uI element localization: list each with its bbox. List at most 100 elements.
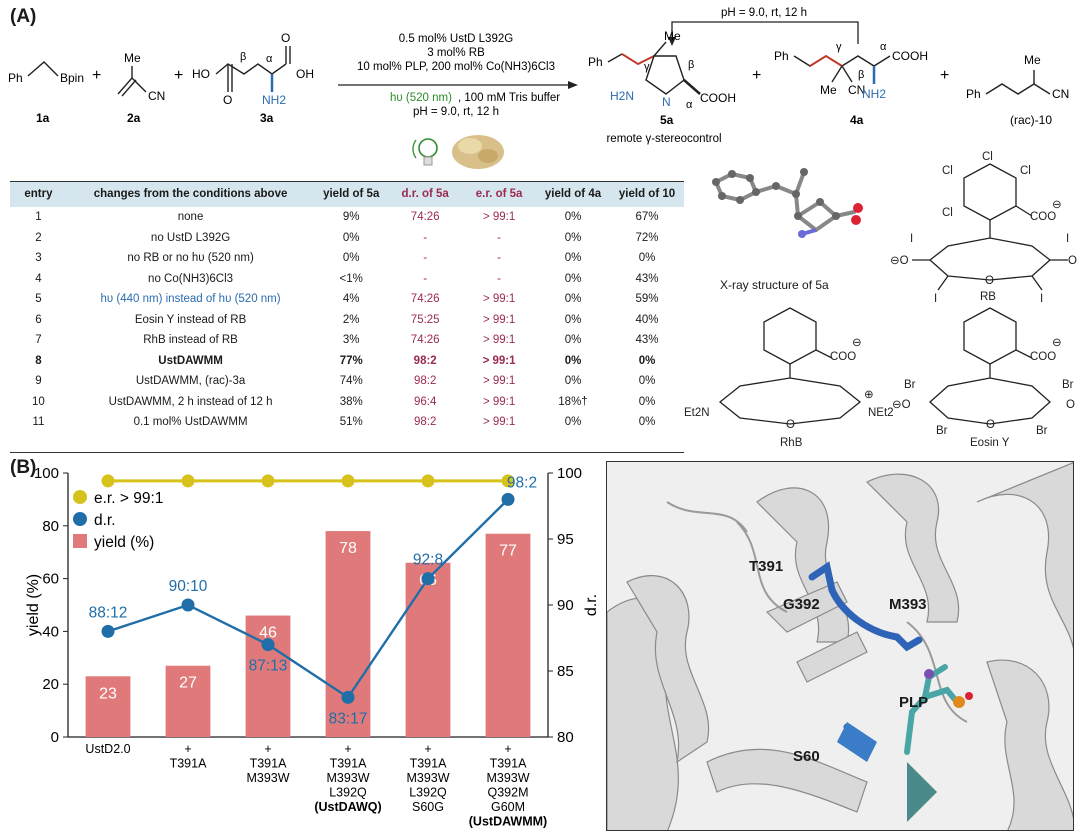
th-yield-4a: yield of 4a bbox=[535, 181, 611, 207]
eosin-coo-minus: ⊖ bbox=[1052, 337, 1062, 349]
p5-n: N bbox=[662, 95, 671, 109]
table-cell: no UstD L392G bbox=[150, 231, 231, 244]
rb-o: O bbox=[1068, 255, 1077, 267]
cond-line3: 10 mol% PLP, 200 mol% Co(NH3)6Cl3 bbox=[357, 61, 555, 73]
table-cell: 74:26 bbox=[410, 211, 440, 224]
er-point bbox=[501, 474, 515, 488]
table-row: 9 UstDAWMM, (rac)-3a 74% 98:2 > 99:1 0% 0% bbox=[10, 371, 684, 392]
legend-er-marker bbox=[73, 490, 87, 504]
p10-me: Me bbox=[1024, 53, 1041, 67]
table-cell: > 99:1 bbox=[482, 354, 516, 367]
eosin-coo: COO bbox=[1030, 351, 1056, 363]
table-cell: 10 bbox=[32, 395, 45, 408]
dr-point bbox=[101, 624, 115, 638]
rb-cl-1: Cl bbox=[982, 151, 993, 163]
enzyme-powder-icon bbox=[452, 135, 504, 169]
eosin-o-minus: ⊖O bbox=[892, 399, 911, 411]
table-cell: 98:2 bbox=[413, 354, 437, 367]
light-bulb-icon bbox=[412, 138, 438, 166]
rb-coo: COO bbox=[1030, 211, 1056, 223]
rb-o-minus: ⊖O bbox=[890, 255, 909, 267]
table-cell: 3% bbox=[342, 334, 360, 347]
r3-id: 3a bbox=[260, 111, 274, 125]
p5-beta: β bbox=[688, 59, 694, 71]
x-tick-label: M393W bbox=[486, 771, 529, 785]
er-point bbox=[101, 474, 115, 488]
p4-gamma: γ bbox=[836, 41, 842, 53]
x-tick-label: M393W bbox=[246, 771, 289, 785]
p5-h2n: H2N bbox=[610, 89, 634, 103]
legend-dr-label: d.r. bbox=[94, 512, 116, 529]
eosin-br-2: Br bbox=[1062, 379, 1074, 391]
table-row: 8 UstDAWMM 77% 98:2 > 99:1 0% 0% bbox=[10, 351, 684, 372]
th-entry: entry bbox=[10, 181, 67, 207]
dr-point-label: 92:8 bbox=[413, 552, 443, 569]
p5-ph: Ph bbox=[588, 55, 603, 69]
x-tick-label: T391A bbox=[170, 757, 207, 771]
rhb-et2n: Et2N bbox=[684, 407, 710, 419]
rose-bengal-structure bbox=[912, 163, 1068, 291]
p5-alpha: α bbox=[686, 99, 693, 111]
table-body: 1 none 9% 74:26 > 99:1 0% 67% 2 no UstD L392G 0% -… bbox=[10, 207, 684, 433]
table-cell: > 99:1 bbox=[482, 395, 516, 408]
x-tick-label: T391A bbox=[330, 757, 367, 771]
xray-structure bbox=[712, 168, 863, 238]
x-tick-label: L392Q bbox=[409, 786, 447, 800]
y2-tick-label: 85 bbox=[557, 663, 574, 680]
dr-point bbox=[421, 572, 435, 586]
table-cell: 0% bbox=[638, 252, 656, 265]
table-row: 6 Eosin Y instead of RB 2% 75:25 > 99:1 0% 40% bbox=[10, 310, 684, 331]
table-cell: 0% bbox=[564, 272, 582, 285]
table-cell: Eosin Y instead of RB bbox=[134, 313, 247, 326]
p5-gamma: γ bbox=[644, 61, 650, 73]
legend-dr-marker bbox=[73, 512, 87, 526]
yield-bar-label: 78 bbox=[339, 540, 357, 557]
table-cell: 0% bbox=[564, 231, 582, 244]
table-cell: 2 bbox=[35, 231, 42, 244]
x-tick-label: L392Q bbox=[329, 786, 367, 800]
plus-4: + bbox=[940, 67, 949, 84]
table-row: 3 no RB or no hυ (520 nm) 0% - - 0% 0% bbox=[10, 248, 684, 269]
table-cell: 98:2 bbox=[413, 416, 437, 429]
p5-cooh: COOH bbox=[700, 91, 736, 105]
rhb-coo: COO bbox=[830, 351, 856, 363]
label-t391: T391 bbox=[749, 558, 784, 575]
table-cell: no Co(NH3)6Cl3 bbox=[148, 272, 234, 285]
table-cell: 1 bbox=[35, 211, 42, 224]
plus-1: + bbox=[92, 67, 101, 84]
cond-hv: hυ (520 nm) bbox=[390, 92, 452, 104]
th-dr-5a: d.r. of 5a bbox=[388, 181, 463, 207]
table-cell: 40% bbox=[635, 313, 659, 326]
x-tick-label: M393W bbox=[406, 771, 449, 785]
x-tick-label: UstD2.0 bbox=[85, 742, 130, 756]
label-m393: M393 bbox=[889, 596, 927, 613]
x-tick-label: T391A bbox=[490, 757, 527, 771]
y2-axis-title: d.r. bbox=[583, 594, 600, 616]
table-cell: 98:2 bbox=[413, 375, 437, 388]
p4-alpha: α bbox=[880, 41, 887, 53]
th-er-5a: e.r. of 5a bbox=[462, 181, 536, 207]
p10-id: (rac)-10 bbox=[1010, 113, 1052, 127]
table-cell: 43% bbox=[635, 334, 659, 347]
reaction-arrow: 0.5 mol% UstD L392G 3 mol% RB 10 mol% PL… bbox=[338, 33, 578, 118]
x-tick-label: + bbox=[504, 742, 511, 756]
dr-point bbox=[181, 598, 195, 612]
rhb-ring-o: O bbox=[786, 419, 795, 431]
rb-i-1: I bbox=[910, 233, 913, 245]
yield-bar bbox=[245, 615, 291, 737]
table-cell: 0% bbox=[564, 354, 582, 367]
rb-i-4: I bbox=[1040, 293, 1043, 305]
x-tick-label: (UstDAWQ) bbox=[314, 800, 381, 814]
x-tick-label: Q392M bbox=[488, 786, 529, 800]
cond-line4: , 100 mM Tris buffer bbox=[458, 92, 560, 104]
cond-line1: 0.5 mol% UstD L392G bbox=[399, 33, 513, 45]
product-10: Ph Me CN (rac)-10 bbox=[966, 53, 1069, 127]
eosin-br-4: Br bbox=[1036, 425, 1048, 437]
table-cell: > 99:1 bbox=[482, 416, 516, 429]
table-cell: none bbox=[177, 211, 204, 224]
th-yield-5a: yield of 5a bbox=[314, 181, 389, 207]
table-cell: 0% bbox=[564, 313, 582, 326]
plus-2: + bbox=[174, 67, 183, 84]
protein-cartoon bbox=[607, 462, 1073, 830]
table-cell: - bbox=[497, 272, 501, 285]
